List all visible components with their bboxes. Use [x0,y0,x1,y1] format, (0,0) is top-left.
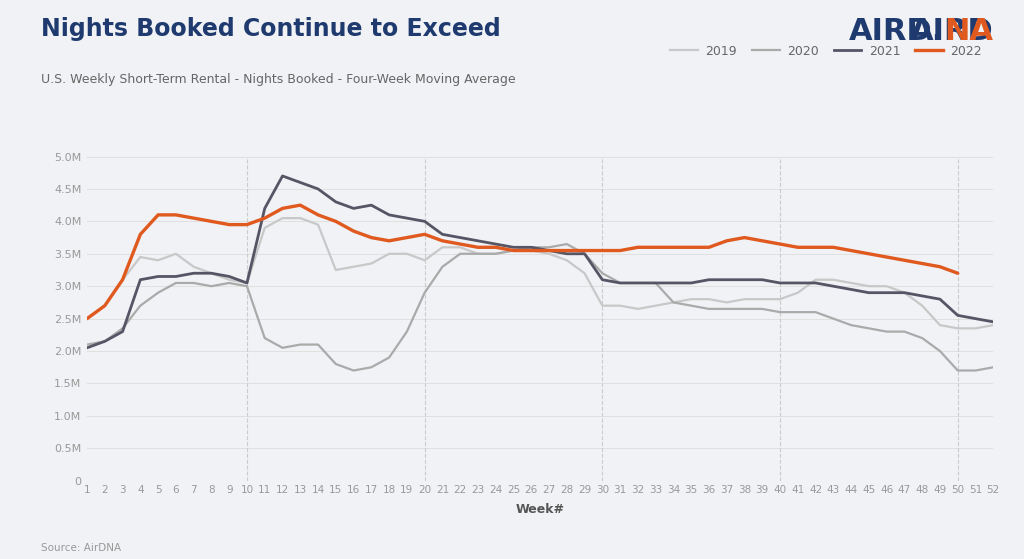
X-axis label: Week#: Week# [516,503,564,517]
Legend: 2019, 2020, 2021, 2022: 2019, 2020, 2021, 2022 [666,40,987,63]
Text: Source: AirDNA: Source: AirDNA [41,543,121,553]
Text: NA: NA [944,17,993,46]
Text: AIRDNA: AIRDNA [859,17,992,46]
Text: AIRD.: AIRD. [849,17,944,46]
Text: U.S. Weekly Short-Term Rental - Nights Booked - Four-Week Moving Average: U.S. Weekly Short-Term Rental - Nights B… [41,73,516,86]
Text: AIRD: AIRD [909,17,993,46]
Text: Nights Booked Continue to Exceed: Nights Booked Continue to Exceed [41,17,501,41]
